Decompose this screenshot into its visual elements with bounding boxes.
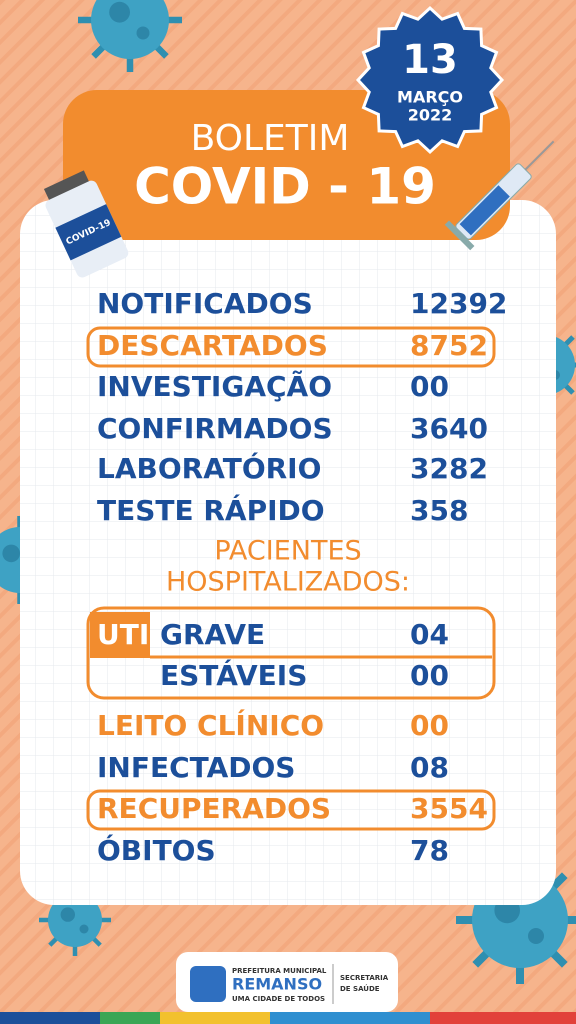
badge-shape: [355, 5, 505, 155]
row-value: 12392: [410, 287, 507, 320]
row-label: DESCARTADOS: [97, 329, 328, 362]
syringe: [444, 140, 555, 251]
dept-line1: SECRETARIA: [340, 974, 389, 982]
card: [20, 200, 556, 905]
section-title: HOSPITALIZADOS:: [166, 567, 410, 598]
org-line1: PREFEITURA MUNICIPAL: [232, 967, 327, 975]
row-value: 358: [410, 494, 468, 527]
row-value: 08: [410, 751, 449, 784]
title-line2: COVID - 19: [134, 158, 436, 216]
row-value: 78: [410, 834, 449, 867]
row-label: ESTÁVEIS: [160, 658, 307, 692]
uti-label: UTI: [97, 618, 149, 651]
row-value: 8752: [410, 329, 488, 362]
date-badge: 13 MARÇO 2022: [355, 5, 505, 155]
row-label: LABORATÓRIO: [97, 451, 321, 485]
row-value: 00: [410, 370, 449, 403]
highlight-box: [86, 326, 496, 368]
org-slogan: UMA CIDADE DE TODOS: [232, 995, 325, 1003]
row-value: 3640: [410, 412, 488, 445]
row-label: ÓBITOS: [97, 833, 216, 867]
stats-top: NOTIFICADOS 12392 DESCARTADOS 8752 INVESTIGA…: [86, 287, 507, 527]
org-name: REMANSO: [232, 975, 322, 994]
stats-bottom: LEITO CLÍNICO 00 INFECTADOS 08 RECUPERADOS 35…: [86, 708, 496, 867]
row-value: 00: [410, 709, 449, 742]
row-value: 04: [410, 618, 449, 651]
row-label: CONFIRMADOS: [97, 412, 333, 445]
row-label: NOTIFICADOS: [97, 287, 313, 320]
uti-box: [86, 606, 496, 700]
row-label: GRAVE: [160, 618, 265, 651]
row-value: 3282: [410, 452, 488, 485]
row-value: 00: [410, 659, 449, 692]
title-line1: BOLETIM: [191, 118, 350, 159]
date-year: 2022: [408, 106, 453, 125]
date-day: 13: [402, 37, 458, 83]
row-label: RECUPERADOS: [97, 792, 331, 825]
row-label: INFECTADOS: [97, 751, 295, 784]
date-month: MARÇO: [397, 88, 463, 107]
row-label: INVESTIGAÇÃO: [97, 369, 332, 403]
uti-tag: [90, 612, 150, 658]
section-title: PACIENTES: [214, 536, 361, 567]
row-value: 3554: [410, 792, 488, 825]
row-label: LEITO CLÍNICO: [97, 708, 324, 742]
vial: COVID-19: [43, 170, 129, 278]
dept-line2: DE SAÚDE: [340, 984, 380, 993]
row-label: TESTE RÁPIDO: [97, 493, 325, 527]
footer: PREFEITURA MUNICIPAL REMANSO UMA CIDADE …: [0, 952, 576, 1024]
highlight-box: [86, 789, 496, 831]
